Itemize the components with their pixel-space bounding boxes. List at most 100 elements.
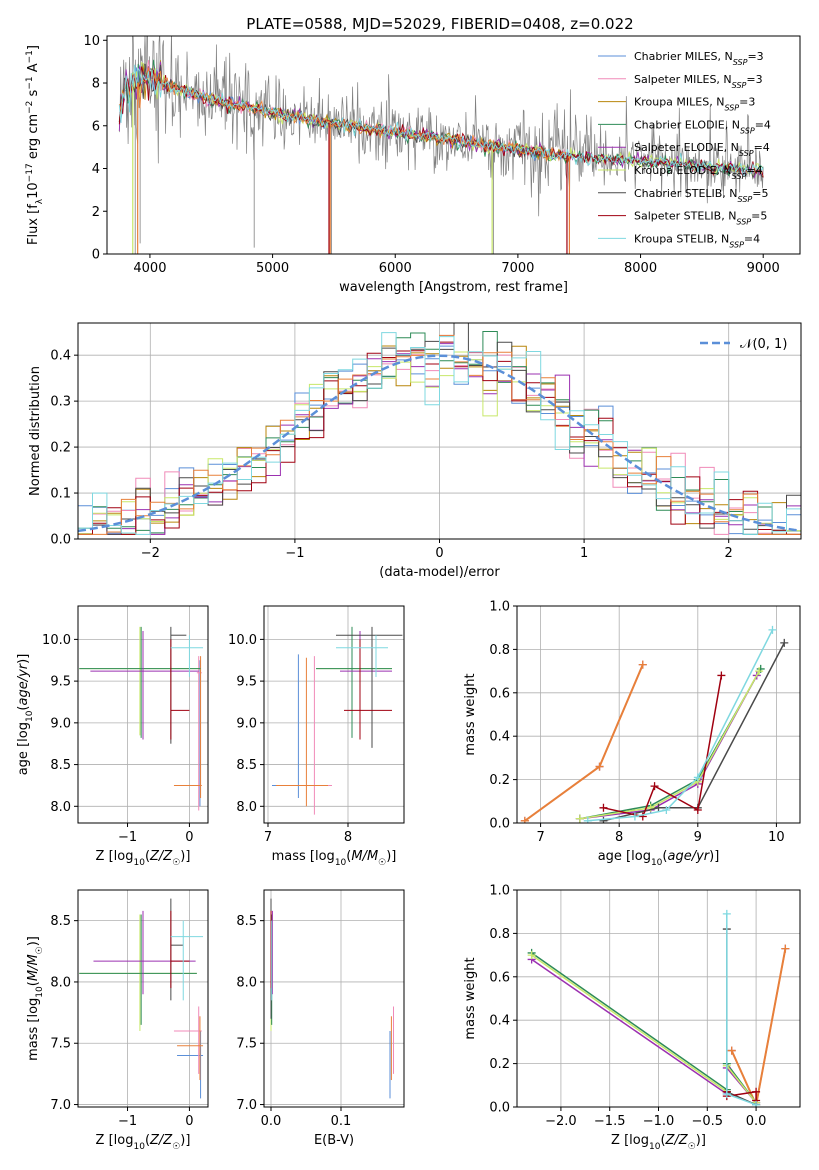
x-tick-label: 7000: [501, 261, 534, 276]
y-tick-label: 9.0: [236, 716, 257, 731]
y-tick-label: 9.5: [236, 675, 257, 690]
y-tick-label: 0.8: [489, 643, 510, 658]
y-tick-label: 0.6: [489, 970, 510, 985]
legend-entry: Chabrier ELODIE, NSSP=4: [634, 118, 771, 135]
x-tick-label: −1: [285, 546, 304, 561]
point-marker: [727, 1046, 736, 1055]
y-tick-label: 0.4: [489, 1014, 510, 1029]
figure-title: PLATE=0588, MJD=52029, FIBERID=0408, z=0…: [246, 15, 633, 33]
axes-frame: [263, 889, 405, 1108]
point-marker: [693, 805, 702, 814]
y-tick-label: 8: [92, 77, 100, 92]
y-tick-label: 8.5: [50, 914, 71, 929]
point-marker: [520, 816, 529, 823]
plot-area: [520, 625, 789, 823]
point-marker: [527, 951, 536, 960]
plot-area: [79, 898, 204, 1099]
y-tick-label: 4: [92, 162, 100, 177]
legend-entry: Salpeter MILES, NSSP=3: [634, 73, 763, 90]
plot-area: [527, 909, 790, 1107]
series-line-chabrier_elodie: [531, 952, 757, 1104]
spectrum-axes: 4000 5000 6000 7000 8000 9000 0 2 4 6 8 10 wavelengt…: [25, 34, 801, 295]
x-axis-label: (data-model)/error: [379, 565, 500, 580]
point-marker: [638, 660, 647, 669]
legend-entry: Chabrier STELIB, NSSP=5: [634, 187, 768, 204]
y-tick-label: 8.5: [236, 914, 257, 929]
residuals-axes: −2 −1 0 1 2 0.0 0.1 0.2 0.3 0.4 (data-model)/error…: [28, 322, 802, 580]
x-tick-label: 8: [615, 830, 623, 845]
x-tick-label: 7: [264, 830, 272, 845]
x-tick-label: 4000: [133, 261, 166, 276]
point-marker: [722, 909, 731, 918]
y-tick-label: 9.0: [50, 716, 71, 731]
plot-area: [272, 626, 403, 815]
x-tick-label: 9000: [747, 261, 780, 276]
y-tick-label: 10.0: [228, 633, 257, 648]
y-tick-label: 0.2: [489, 773, 510, 788]
legend-entry: Kroupa ELODIE, NSSP=4: [634, 164, 763, 181]
y-tick-label: 0.3: [50, 395, 71, 410]
x-tick-label: 10: [768, 830, 785, 845]
point-marker: [650, 782, 659, 791]
plot-area: [118, 36, 764, 254]
x-axis-label: E(B-V): [314, 1133, 354, 1148]
x-tick-label: 8: [344, 830, 352, 845]
y-tick-label: 8.5: [50, 758, 71, 773]
y-axis-label: mass weight: [463, 957, 478, 1039]
x-tick-label: 0: [185, 1114, 193, 1129]
point-marker: [752, 1087, 761, 1096]
legend-entry: Kroupa STELIB, NSSP=4: [634, 232, 760, 249]
x-tick-label: −1: [118, 830, 137, 845]
plots: 4000 5000 6000 7000 8000 90000246810wavelengt…: [16, 34, 802, 1152]
age_vs_Z-axes: −1 0 8.0 8.5 9.0 9.5 10.0 Z [log10(Z/Z☉)] age [l…: [16, 605, 209, 868]
y-tick-label: 0.8: [489, 927, 510, 942]
y-tick-label: 8.0: [236, 975, 257, 990]
y-tick-label: 1.0: [489, 600, 510, 615]
x-tick-label: 0.0: [746, 1114, 767, 1129]
gaussian-curve: [78, 354, 801, 533]
y-axis-label: mass weight: [463, 673, 478, 755]
histogram-kroupa_miles: [78, 345, 801, 535]
series-line-kroupa_elodie: [579, 670, 760, 820]
x-axis-label: age [log10(age/yr)]: [598, 849, 720, 868]
x-tick-label: 0: [435, 546, 443, 561]
y-tick-label: 8.5: [236, 758, 257, 773]
x-tick-label: −1: [118, 1114, 137, 1129]
series-line-orange: [524, 664, 644, 822]
point-marker: [646, 803, 655, 812]
point-marker: [752, 1100, 761, 1107]
point-marker: [781, 944, 790, 953]
point-marker: [722, 1089, 731, 1098]
x-tick-label: 9: [694, 830, 702, 845]
x-tick-label: 0.0: [261, 1114, 282, 1129]
y-tick-label: 10.0: [42, 633, 71, 648]
series-line-chabrier_stelib: [726, 929, 757, 1106]
point-marker: [654, 803, 663, 812]
y-tick-label: 0.6: [489, 686, 510, 701]
y-tick-label: 0.2: [50, 441, 71, 456]
x-tick-label: 0: [185, 830, 193, 845]
y-tick-label: 8.0: [50, 800, 71, 815]
x-axis-label: wavelength [Angstrom, rest frame]: [339, 280, 568, 295]
mass_weight_vs_age-axes: 7 8 9 10 0.0 0.2 0.4 0.6 0.8 1.0 age [log10(age/yr…: [463, 600, 801, 868]
series-line-salpeter_miles: [524, 664, 644, 822]
y-tick-label: 1.0: [489, 884, 510, 899]
x-axis-label: mass [log10(M/M☉)]: [272, 849, 397, 868]
plot-area: [79, 626, 204, 811]
y-tick-label: 7.5: [50, 1037, 71, 1052]
series-line-chabrier_stelib: [603, 642, 785, 822]
point-marker: [599, 803, 608, 812]
point-marker: [693, 773, 702, 782]
mass_vs_Z-axes: −1 0 7.0 7.5 8.0 8.5 Z [log10(Z/Z☉)] mass [log1…: [26, 889, 209, 1152]
point-marker: [575, 814, 584, 823]
y-axis-label: Flux [fλ10−17 erg cm−2 s−1 A−1]: [25, 45, 45, 245]
axes-frame: [516, 605, 801, 824]
legend-entry: Salpeter STELIB, NSSP=5: [634, 210, 767, 227]
age_vs_mass-axes: 7 8 8.0 8.5 9.0 9.5 10.0 mass [log10(M/M☉)]: [228, 605, 405, 868]
y-axis-label: mass [log10(M/M☉)]: [26, 936, 45, 1061]
mass_vs_ebv-axes: 0.0 0.1 7.0 7.5 8.0 8.5 E(B-V): [236, 889, 405, 1148]
x-tick-label: 7: [536, 830, 544, 845]
y-tick-label: 9.5: [50, 675, 71, 690]
histogram-kroupa_elodie: [78, 351, 801, 535]
